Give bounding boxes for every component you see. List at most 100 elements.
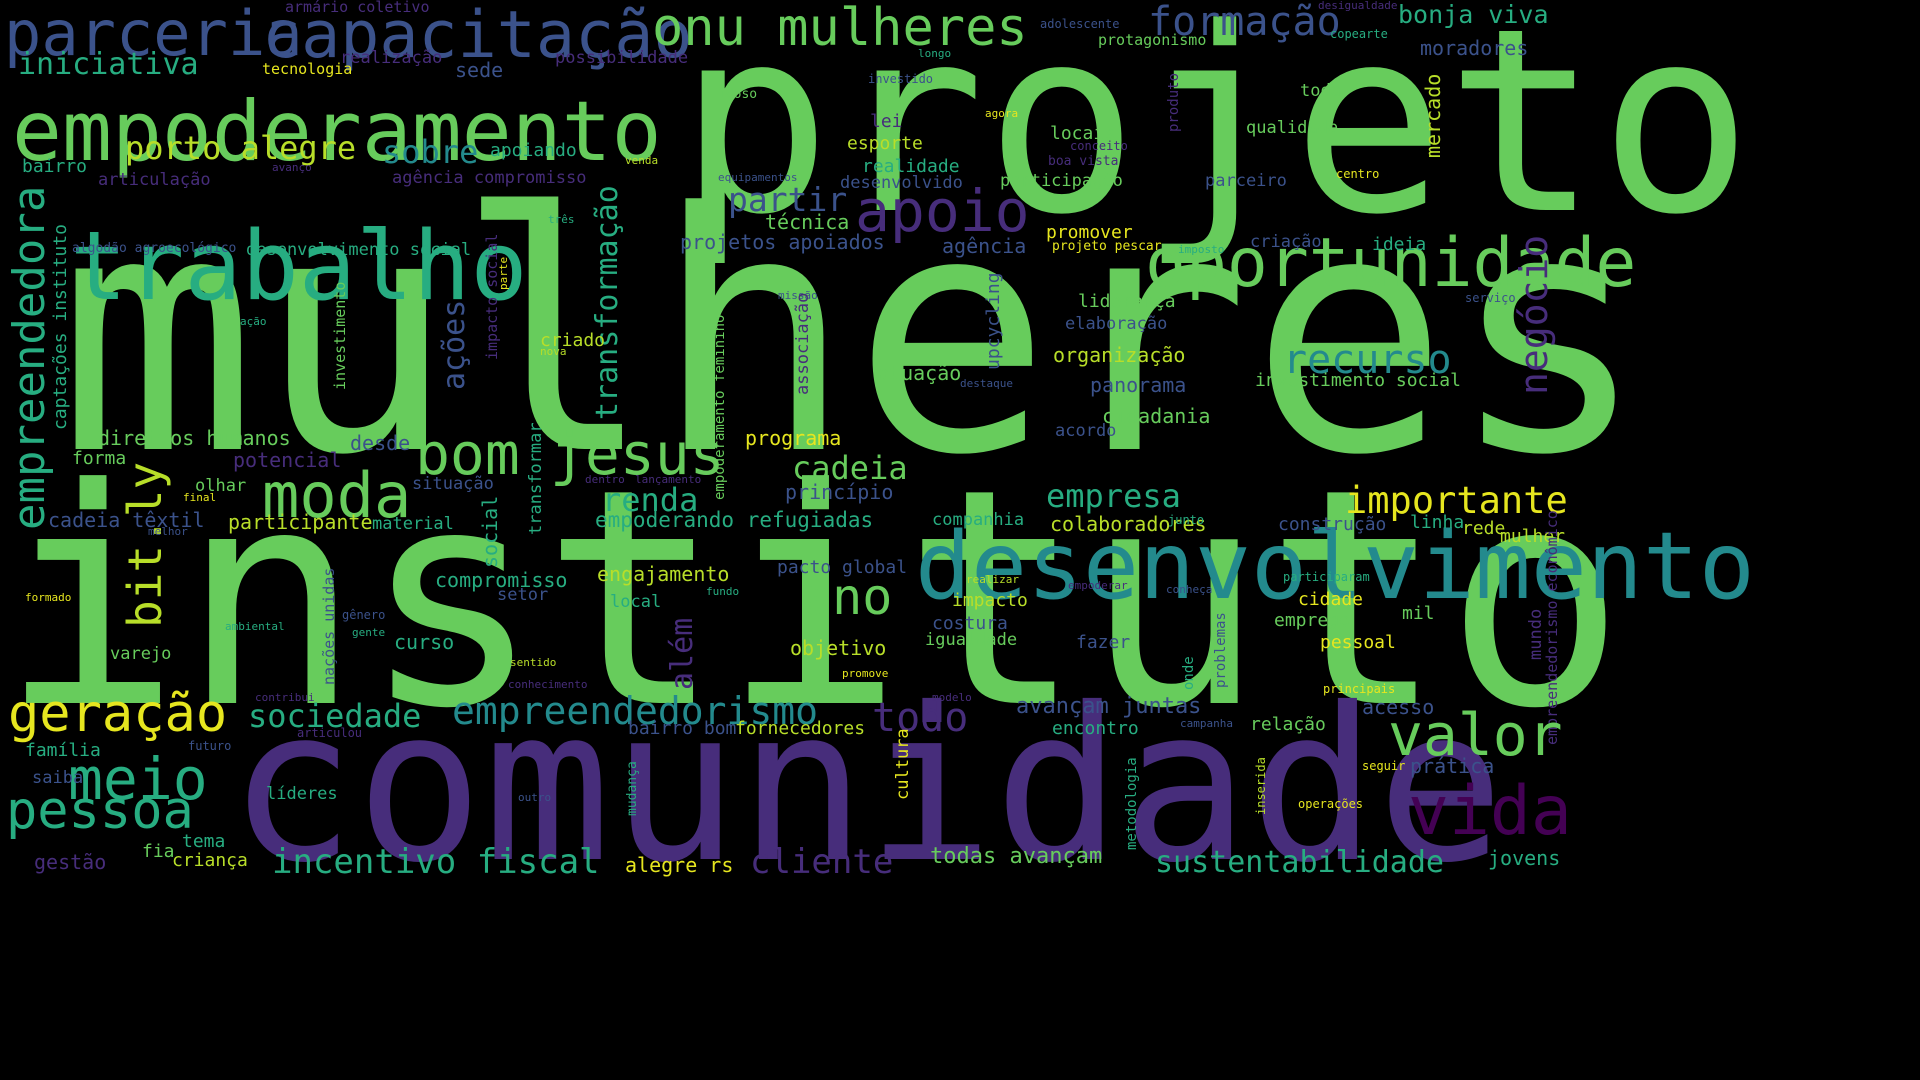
word-todas-avancam: todas avançam [930,844,1103,869]
word-formado: formado [25,591,72,604]
word-porto-alegre: porto alegre [125,129,357,167]
word-agencia-compromisso: agência compromisso [392,168,587,188]
word-avancam-juntas: avançam juntas [1016,694,1202,719]
word-familia: família [25,740,101,761]
word-crianca: criança [172,850,248,871]
word-tres: três [548,213,575,226]
word-jovens: jovens [1488,846,1561,870]
word-upcycling: upcycling [983,272,1004,370]
word-mulheres: mulheres [58,143,1648,527]
word-sede: sede [455,58,504,82]
word-panorama: panorama [1090,373,1187,397]
word-junto: junto [1168,513,1205,527]
word-oportunidade: oportunidade [1145,224,1637,303]
word-nova: nova [540,345,567,358]
word-cidade: cidade [1298,589,1364,610]
word-forma: forma [72,448,127,469]
word-desenvolvimento-social: desenvolvimento social [246,240,472,260]
word-todo: todo [872,695,969,741]
word-modelo: modelo [932,691,972,704]
word-promove: promove [842,667,889,680]
word-captacoes-instituto: captações instituto [50,224,71,430]
word-construcao: construção [1278,514,1387,535]
word-empresa: empresa [1046,477,1181,515]
word-qualidade: qualidade [1246,118,1339,138]
word-objetivo: objetivo [790,636,887,660]
word-pratica: prática [1410,754,1495,778]
word-olhar: olhar [195,476,247,496]
word-colaboradores: colaboradores [1050,512,1207,536]
word-geracao: geração [8,684,228,744]
word-realizar: realizar [966,573,1019,586]
word-articulou: articulou [297,726,363,740]
word-servico: serviço [1465,291,1516,305]
word-encontro: encontro [1052,718,1139,739]
word-apoio: apoio [855,177,1030,245]
word-toda: toda [1300,81,1341,101]
word-bit-ly: bit.ly [118,461,172,628]
word-atuacao: atuação [877,361,962,385]
word-esporte: esporte [847,133,923,154]
word-desde: desde [350,431,411,455]
word-desenvolvido: desenvolvido [840,173,963,193]
word-participante: participante [228,510,373,534]
word-emprego: emprego [1274,610,1350,631]
word-parceria: parceria [4,0,303,70]
word-seguir: seguir [1362,759,1406,773]
word-pessoa: pessoa [6,781,194,841]
word-desigualdade: desigualdade [1318,0,1398,12]
word-parte: parte [497,256,510,290]
word-realizacao: realização [340,48,443,68]
word-empoderar: empoderar [1068,579,1128,592]
word-genero: gênero [342,608,386,622]
word-inserida: inserida [1254,757,1268,815]
word-varejo: varejo [110,644,172,664]
word-apoiando: apoiando [490,140,577,161]
word-promover: promover [1046,222,1133,243]
word-agencia: agência [942,234,1027,258]
word-protagonismo: protagonismo [1098,31,1207,49]
word-cadeia: cadeia [792,449,908,487]
word-acoes: ações [437,299,472,390]
word-valor: valor [1388,701,1563,769]
word-social: social [478,495,502,568]
word-nacoes-unidas: nações unidas [320,567,338,685]
word-algodao-agroecologico: algodão agroecológico [72,241,237,256]
word-fornecedores: fornecedores [735,718,866,739]
word-alegre-rs: alegre rs [625,853,734,877]
word-jesus: jesus [550,420,725,488]
word-empoderando-refugiadas: empoderando refugiadas [595,508,874,532]
word-companhia: companhia [932,510,1025,530]
word-local: local [610,592,662,612]
word-moda: moda [262,459,412,532]
word-copearte: copearte [1330,27,1388,41]
word-direitos-humanos: direitos humanos [98,426,291,450]
word-lei: lei [870,111,903,132]
word-sentido: sentido [510,656,557,669]
word-agora: agora [985,107,1019,120]
word-associacao: associação [793,292,813,395]
word-linha: linha [1410,512,1465,533]
word-vida: vida [1408,772,1572,851]
word-principio: princípio [785,480,894,504]
word-projeto-pescar: projeto pescar [1052,239,1162,254]
word-onde: onde [1181,656,1197,690]
word-material: material [372,514,454,534]
word-programa: programa [745,426,842,450]
word-gente: gente [352,626,386,639]
word-acesso: acesso [1362,695,1435,719]
word-situacao: situação [412,474,494,494]
word-boa-vista: boa vista [1048,154,1119,169]
word-bom: bom [415,420,520,488]
word-conceito: conceito [1070,139,1128,153]
word-criado: criado [540,330,606,351]
word-negocio: negócio [1512,234,1556,395]
word-metodologia: metodologia [1124,757,1140,850]
word-participaram: participaram [1283,570,1370,584]
word-acordo: acordo [1055,421,1117,441]
word-bairro-bom: bairro bom [628,718,737,739]
word-acao: ação [240,315,267,328]
word-empoderamento: empoderamento [12,83,662,180]
word-tema: tema [182,831,226,852]
